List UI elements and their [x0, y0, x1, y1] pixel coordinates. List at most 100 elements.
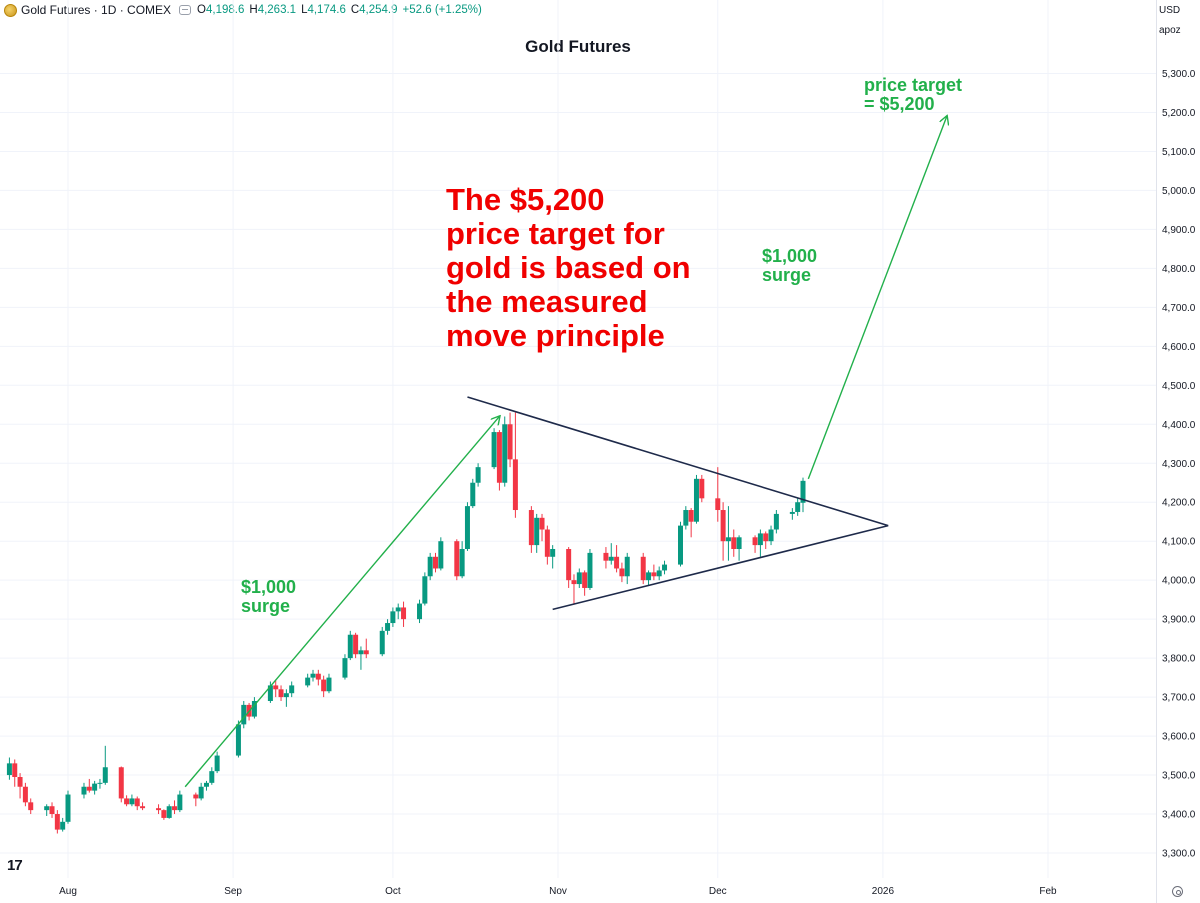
- candle-body: [86, 786, 92, 791]
- candle-body: [353, 634, 359, 655]
- candle-body: [464, 506, 470, 549]
- candle-body: [289, 685, 295, 694]
- candle-body: [459, 548, 465, 577]
- currency-button[interactable]: USD: [1159, 5, 1181, 16]
- candle-body: [6, 763, 12, 776]
- candle-body: [214, 755, 220, 772]
- y-tick-label: 5,200.0: [1162, 108, 1196, 119]
- candle-body: [725, 537, 731, 542]
- symbol-name[interactable]: Gold Futures · 1D · COMEX: [21, 3, 172, 17]
- y-tick-label: 4,200.0: [1162, 498, 1196, 509]
- gold-coin-icon: [4, 3, 17, 17]
- candle-body: [763, 533, 769, 542]
- candle-body: [267, 685, 273, 701]
- candle-body: [624, 556, 630, 577]
- candle-body: [12, 763, 18, 777]
- symbol-header: Gold Futures · 1D · COMEX O 4,198.6 H 4,26…: [0, 0, 1150, 20]
- candle-body: [321, 679, 327, 692]
- y-tick-label: 4,800.0: [1162, 264, 1196, 275]
- low-value: 4,174.6: [307, 4, 346, 16]
- candle-body: [92, 783, 98, 791]
- open-value: 4,198.6: [206, 4, 245, 16]
- candle-body: [166, 806, 172, 818]
- x-tick-label: Oct: [385, 886, 401, 897]
- candle-body: [800, 480, 806, 503]
- collapse-legend-icon[interactable]: [179, 5, 192, 15]
- candle-body: [768, 529, 774, 542]
- y-tick-label: 3,600.0: [1162, 732, 1196, 743]
- candle-body: [757, 533, 763, 546]
- candle-body: [283, 693, 289, 698]
- candle-body: [326, 677, 332, 692]
- surge-label-right: $1,000 surge: [762, 246, 822, 285]
- candle-body: [172, 806, 178, 811]
- candle-body: [401, 607, 407, 620]
- candle-body: [433, 556, 438, 569]
- change-value: +52.6 (+1.25%): [402, 4, 482, 16]
- price-target-label: price target = $5,200: [864, 75, 967, 114]
- y-tick-label: 3,800.0: [1162, 654, 1196, 665]
- candle-body: [17, 776, 23, 787]
- candle-body: [582, 572, 588, 588]
- candle-body: [512, 459, 518, 511]
- candle-body: [693, 478, 699, 522]
- y-axis-labels: 3,300.0 3,400.0 3,500.0 3,600.0 3,700.0 3,800…: [1162, 69, 1196, 860]
- candle-body: [161, 810, 167, 818]
- candle-body: [496, 432, 502, 483]
- candle-body: [614, 556, 620, 569]
- candle-body: [640, 556, 646, 581]
- y-tick-label: 4,500.0: [1162, 381, 1196, 392]
- candle-body: [60, 821, 66, 830]
- chart-title: Gold Futures: [525, 37, 631, 56]
- high-label: H: [249, 4, 258, 16]
- candle-body: [129, 798, 135, 805]
- close-label: C: [350, 4, 360, 16]
- candle-body: [587, 552, 593, 588]
- surge-label-left: $1,000 surge: [241, 577, 301, 616]
- candle-body: [177, 794, 183, 811]
- candle-body: [715, 498, 721, 511]
- price-axis[interactable]: [1156, 0, 1200, 903]
- candle-body: [507, 424, 513, 460]
- candle-body: [502, 424, 508, 483]
- candle-body: [795, 502, 801, 512]
- candle-body: [28, 802, 34, 811]
- candle-body: [662, 564, 668, 571]
- candle-body: [539, 517, 545, 530]
- y-tick-label: 4,700.0: [1162, 303, 1196, 314]
- y-tick-label: 4,600.0: [1162, 342, 1196, 353]
- candle-body: [358, 650, 364, 655]
- candle-body: [49, 806, 55, 815]
- candle-body: [773, 513, 779, 530]
- candle-body: [608, 556, 614, 561]
- candle-body: [198, 786, 204, 799]
- tradingview-logo-icon[interactable]: 17: [7, 857, 23, 874]
- y-tick-label: 4,300.0: [1162, 459, 1196, 470]
- candle-body: [683, 510, 689, 526]
- headline-line: gold is based on: [446, 250, 691, 285]
- high-value: 4,263.1: [257, 4, 297, 16]
- y-tick-label: 5,100.0: [1162, 147, 1196, 158]
- candle-body: [193, 794, 199, 799]
- candle-body: [720, 510, 726, 542]
- candle-body: [44, 806, 50, 811]
- candle-body: [97, 782, 103, 784]
- candle-body: [278, 689, 284, 698]
- candle-body: [305, 677, 311, 686]
- candle-body: [646, 572, 652, 581]
- y-tick-label: 3,900.0: [1162, 615, 1196, 626]
- candle-body: [347, 634, 353, 659]
- candle-body: [315, 673, 321, 680]
- surge-right-line: $1,000: [762, 246, 817, 266]
- candle-body: [241, 704, 247, 725]
- settings-gear-icon[interactable]: [1172, 886, 1183, 897]
- surge-left-line: $1,000: [241, 577, 296, 597]
- y-tick-label: 3,500.0: [1162, 771, 1196, 782]
- candle-body: [651, 572, 657, 577]
- candle-body: [118, 767, 124, 799]
- trend-lines[interactable]: [184, 116, 947, 788]
- scale-button[interactable]: apoz: [1159, 25, 1181, 36]
- surge-arrow-left: [184, 416, 499, 788]
- target-line: = $5,200: [864, 94, 935, 114]
